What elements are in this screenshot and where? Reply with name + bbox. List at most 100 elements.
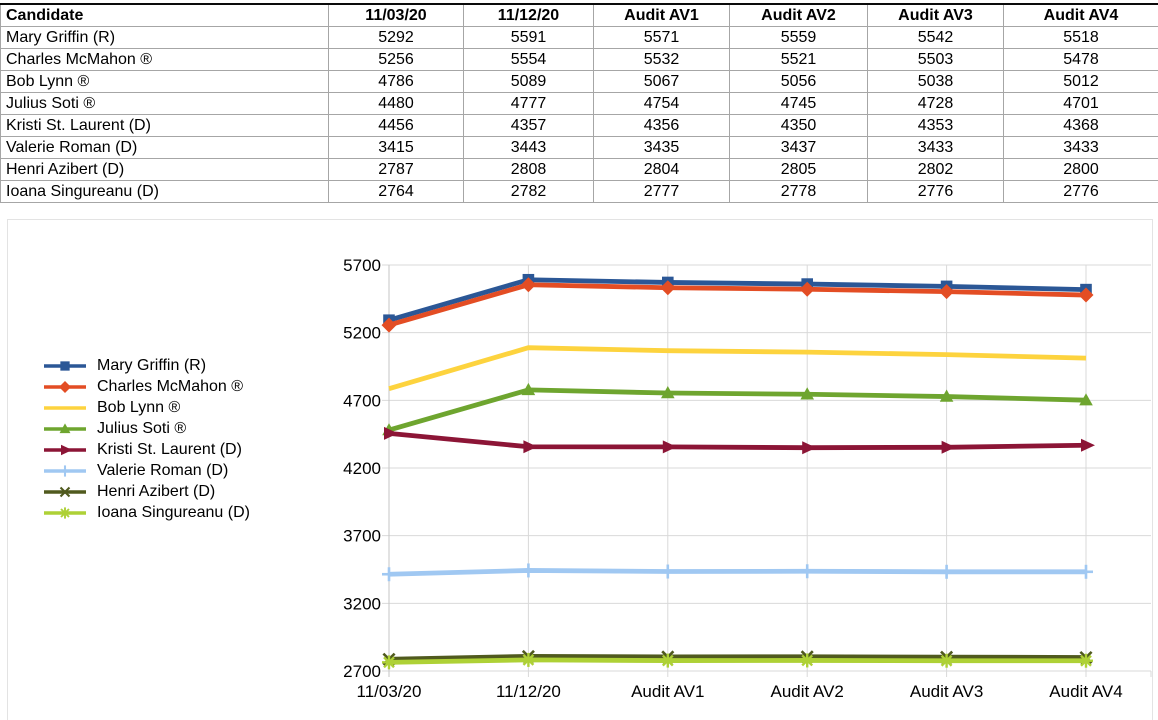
table-row: Charles McMahon ® 5256 5554 5532 5521 5503 547…: [0, 48, 1158, 71]
svg-text:4200: 4200: [343, 459, 381, 478]
vote-count-cell[interactable]: 3435: [593, 136, 730, 159]
vote-count-cell[interactable]: 2787: [328, 158, 464, 181]
vote-count-cell[interactable]: 2782: [463, 180, 594, 203]
candidate-name-cell[interactable]: Valerie Roman (D): [0, 136, 329, 159]
table-row: Julius Soti ® 4480 4777 4754 4745 4728 4701: [0, 92, 1158, 115]
table-body: Mary Griffin (R) 5292 5591 5571 5559 5542 5518…: [0, 26, 1158, 203]
candidate-votes-table: Candidate 11/03/20 11/12/20 Audit AV1 Audit …: [0, 3, 1158, 203]
table-row: Bob Lynn ® 4786 5089 5067 5056 5038 5012: [0, 70, 1158, 93]
svg-text:Audit AV2: Audit AV2: [770, 682, 843, 701]
vote-count-cell[interactable]: 3437: [729, 136, 868, 159]
vote-count-cell[interactable]: 5518: [1003, 26, 1158, 49]
table-header-row: Candidate 11/03/20 11/12/20 Audit AV1 Audit …: [0, 3, 1158, 27]
vote-count-cell[interactable]: 5089: [463, 70, 594, 93]
candidate-name-cell[interactable]: Ioana Singureanu (D): [0, 180, 329, 203]
svg-text:4700: 4700: [343, 391, 381, 410]
column-header[interactable]: 11/03/20: [328, 3, 464, 27]
series-line: [384, 426, 1095, 455]
vote-count-cell[interactable]: 4786: [328, 70, 464, 93]
table-row: Ioana Singureanu (D) 2764 2782 2777 2778 2776…: [0, 180, 1158, 203]
vote-count-cell[interactable]: 2764: [328, 180, 464, 203]
legend-label: Ioana Singureanu (D): [97, 503, 250, 521]
column-header[interactable]: Audit AV3: [867, 3, 1004, 27]
legend-label: Bob Lynn ®: [97, 398, 181, 416]
legend-marker-square: [44, 360, 86, 371]
legend-label: Mary Griffin (R): [97, 356, 207, 374]
vote-count-cell[interactable]: 3443: [463, 136, 594, 159]
vote-count-cell[interactable]: 4754: [593, 92, 730, 115]
series-line: [383, 273, 1092, 327]
vote-count-cell[interactable]: 5554: [463, 48, 594, 71]
column-header[interactable]: Audit AV1: [593, 3, 730, 27]
vote-count-cell[interactable]: 5503: [867, 48, 1004, 71]
legend-label: Charles McMahon ®: [97, 377, 244, 395]
vote-count-cell[interactable]: 4350: [729, 114, 868, 137]
legend-marker-diamond: [44, 380, 86, 393]
chart-legend: Mary Griffin (R) Charles McMahon ® Bob Lyn…: [44, 355, 250, 523]
svg-text:11/12/20: 11/12/20: [496, 682, 561, 701]
vote-count-cell[interactable]: 5056: [729, 70, 868, 93]
candidate-name-cell[interactable]: Julius Soti ®: [0, 92, 329, 115]
vote-count-cell[interactable]: 5292: [328, 26, 464, 49]
vote-count-cell[interactable]: 3433: [1003, 136, 1158, 159]
vote-count-cell[interactable]: 4456: [328, 114, 464, 137]
legend-marker-none: [44, 405, 86, 410]
vote-count-cell[interactable]: 4728: [867, 92, 1004, 115]
svg-text:5200: 5200: [343, 324, 381, 343]
gridlines: [382, 264, 1152, 677]
vote-count-cell[interactable]: 4480: [328, 92, 464, 115]
vote-count-cell[interactable]: 2800: [1003, 158, 1158, 181]
vote-count-cell[interactable]: 5559: [729, 26, 868, 49]
vote-count-cell[interactable]: 2808: [463, 158, 594, 181]
vote-count-cell[interactable]: 2776: [867, 180, 1004, 203]
vote-count-cell[interactable]: 4745: [729, 92, 868, 115]
vote-count-cell[interactable]: 4353: [867, 114, 1004, 137]
svg-text:Audit AV4: Audit AV4: [1049, 682, 1122, 701]
column-header-candidate[interactable]: Candidate: [0, 3, 329, 27]
vote-count-cell[interactable]: 2776: [1003, 180, 1158, 203]
x-axis-labels: 11/03/20 11/12/20 Audit AV1 Audit AV2 Audit …: [357, 682, 1123, 701]
candidate-name-cell[interactable]: Henri Azibert (D): [0, 158, 329, 181]
vote-count-cell[interactable]: 5532: [593, 48, 730, 71]
series-line: [381, 277, 1094, 333]
vote-count-cell[interactable]: 2805: [729, 158, 868, 181]
vote-count-cell[interactable]: 5067: [593, 70, 730, 93]
vote-count-cell[interactable]: 4701: [1003, 92, 1158, 115]
vote-count-cell[interactable]: 5571: [593, 26, 730, 49]
vote-count-cell[interactable]: 5012: [1003, 70, 1158, 93]
svg-text:3200: 3200: [343, 594, 381, 613]
vote-count-cell[interactable]: 5591: [463, 26, 594, 49]
vote-count-cell[interactable]: 2802: [867, 158, 1004, 181]
column-header[interactable]: Audit AV4: [1003, 3, 1158, 27]
vote-count-cell[interactable]: 4777: [463, 92, 594, 115]
legend-item: Henri Azibert (D): [44, 481, 250, 502]
column-header[interactable]: Audit AV2: [729, 3, 868, 27]
svg-text:3700: 3700: [343, 527, 381, 546]
vote-count-cell[interactable]: 2778: [729, 180, 868, 203]
series-line: [382, 382, 1093, 436]
candidate-name-cell[interactable]: Kristi St. Laurent (D): [0, 114, 329, 137]
legend-label: Henri Azibert (D): [97, 482, 216, 500]
candidate-name-cell[interactable]: Charles McMahon ®: [0, 48, 329, 71]
legend-item: Mary Griffin (R): [44, 355, 250, 376]
vote-count-cell[interactable]: 4368: [1003, 114, 1158, 137]
vote-count-cell[interactable]: 2804: [593, 158, 730, 181]
vote-count-cell[interactable]: 3433: [867, 136, 1004, 159]
column-header[interactable]: 11/12/20: [463, 3, 594, 27]
vote-count-cell[interactable]: 4356: [593, 114, 730, 137]
vote-count-cell[interactable]: 5256: [328, 48, 464, 71]
vote-count-cell[interactable]: 3415: [328, 136, 464, 159]
candidate-name-cell[interactable]: Bob Lynn ®: [0, 70, 329, 93]
line-chart-object[interactable]: 2700 3200 3700 4200 4700 5200 5700 11/03/20 11/1…: [7, 219, 1153, 720]
vote-count-cell[interactable]: 2777: [593, 180, 730, 203]
candidate-name-cell[interactable]: Mary Griffin (R): [0, 26, 329, 49]
svg-text:11/03/20: 11/03/20: [357, 682, 422, 701]
vote-count-cell[interactable]: 5542: [867, 26, 1004, 49]
vote-count-cell[interactable]: 5478: [1003, 48, 1158, 71]
vote-count-cell[interactable]: 5038: [867, 70, 1004, 93]
legend-item: Valerie Roman (D): [44, 460, 250, 481]
vote-count-cell[interactable]: 5521: [729, 48, 868, 71]
vote-count-cell[interactable]: 4357: [463, 114, 594, 137]
legend-marker-triangle-up: [44, 422, 86, 433]
